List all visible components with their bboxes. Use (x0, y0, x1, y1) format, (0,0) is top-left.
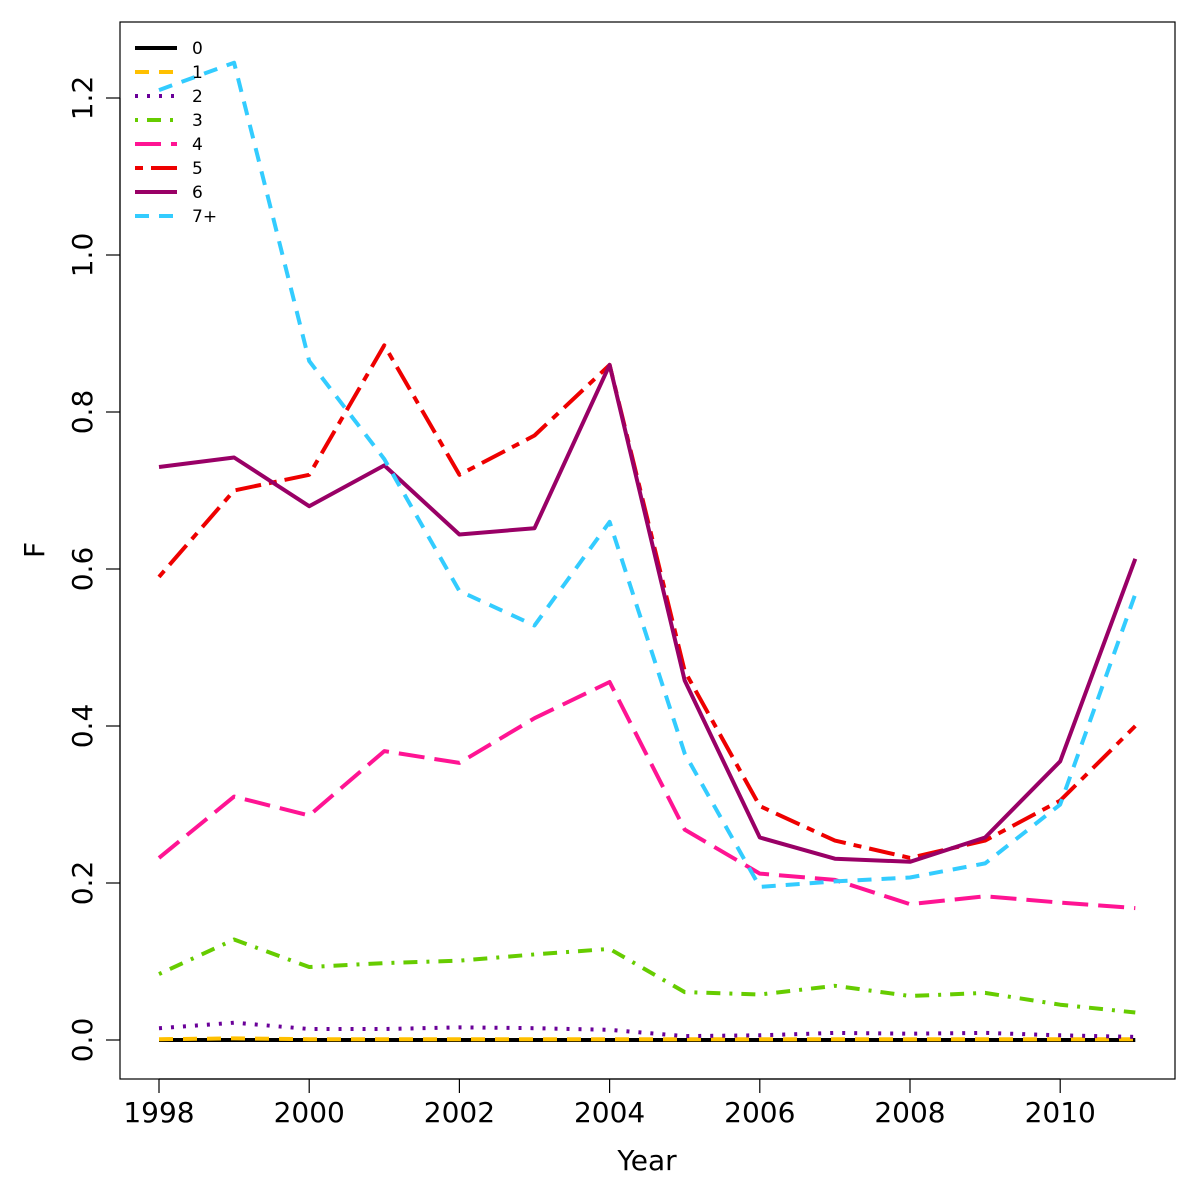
series-line-7plus (158, 60, 1138, 889)
series-line-1 (158, 1036, 1136, 1042)
series-line-3 (158, 937, 1136, 1015)
x-tick-label: 2010 (1025, 1096, 1096, 1129)
series-line-2 (158, 1020, 1136, 1039)
legend-label: 0 (192, 39, 203, 59)
series-line-5 (157, 343, 1137, 860)
x-axis: 1998 2000 2002 2004 2006 2008 2010 (123, 1078, 1096, 1129)
y-tick-label: 0.4 (66, 704, 99, 749)
series-line-4 (157, 680, 1136, 911)
y-axis-title: F (18, 542, 51, 558)
x-tick-label: 2000 (274, 1096, 345, 1129)
legend-label: 4 (192, 135, 203, 155)
series-layer (157, 60, 1138, 1042)
legend: 0 1 2 3 4 5 6 7+ (135, 39, 217, 227)
legend-label: 1 (192, 63, 203, 83)
plot-frame (119, 21, 1176, 1080)
y-axis: 0.0 0.2 0.4 0.6 0.8 1.0 1.2 (66, 76, 121, 1063)
x-tick-label: 2002 (424, 1096, 495, 1129)
y-tick-label: 0.6 (66, 547, 99, 592)
x-tick-label: 1998 (123, 1096, 194, 1129)
y-tick-label: 0.0 (66, 1018, 99, 1063)
x-tick-label: 2008 (874, 1096, 945, 1129)
series-line-6 (158, 362, 1138, 864)
x-tick-label: 2006 (724, 1096, 795, 1129)
legend-label: 3 (192, 111, 203, 131)
x-axis-title: Year (616, 1144, 677, 1177)
legend-label: 2 (192, 87, 203, 107)
legend-label: 6 (192, 183, 203, 203)
y-tick-label: 0.8 (66, 390, 99, 435)
legend-label: 5 (192, 159, 203, 179)
y-tick-label: 1.2 (66, 76, 99, 121)
x-tick-label: 2004 (574, 1096, 645, 1129)
y-tick-label: 0.2 (66, 861, 99, 906)
legend-label: 7+ (192, 207, 217, 227)
y-tick-label: 1.0 (66, 233, 99, 278)
